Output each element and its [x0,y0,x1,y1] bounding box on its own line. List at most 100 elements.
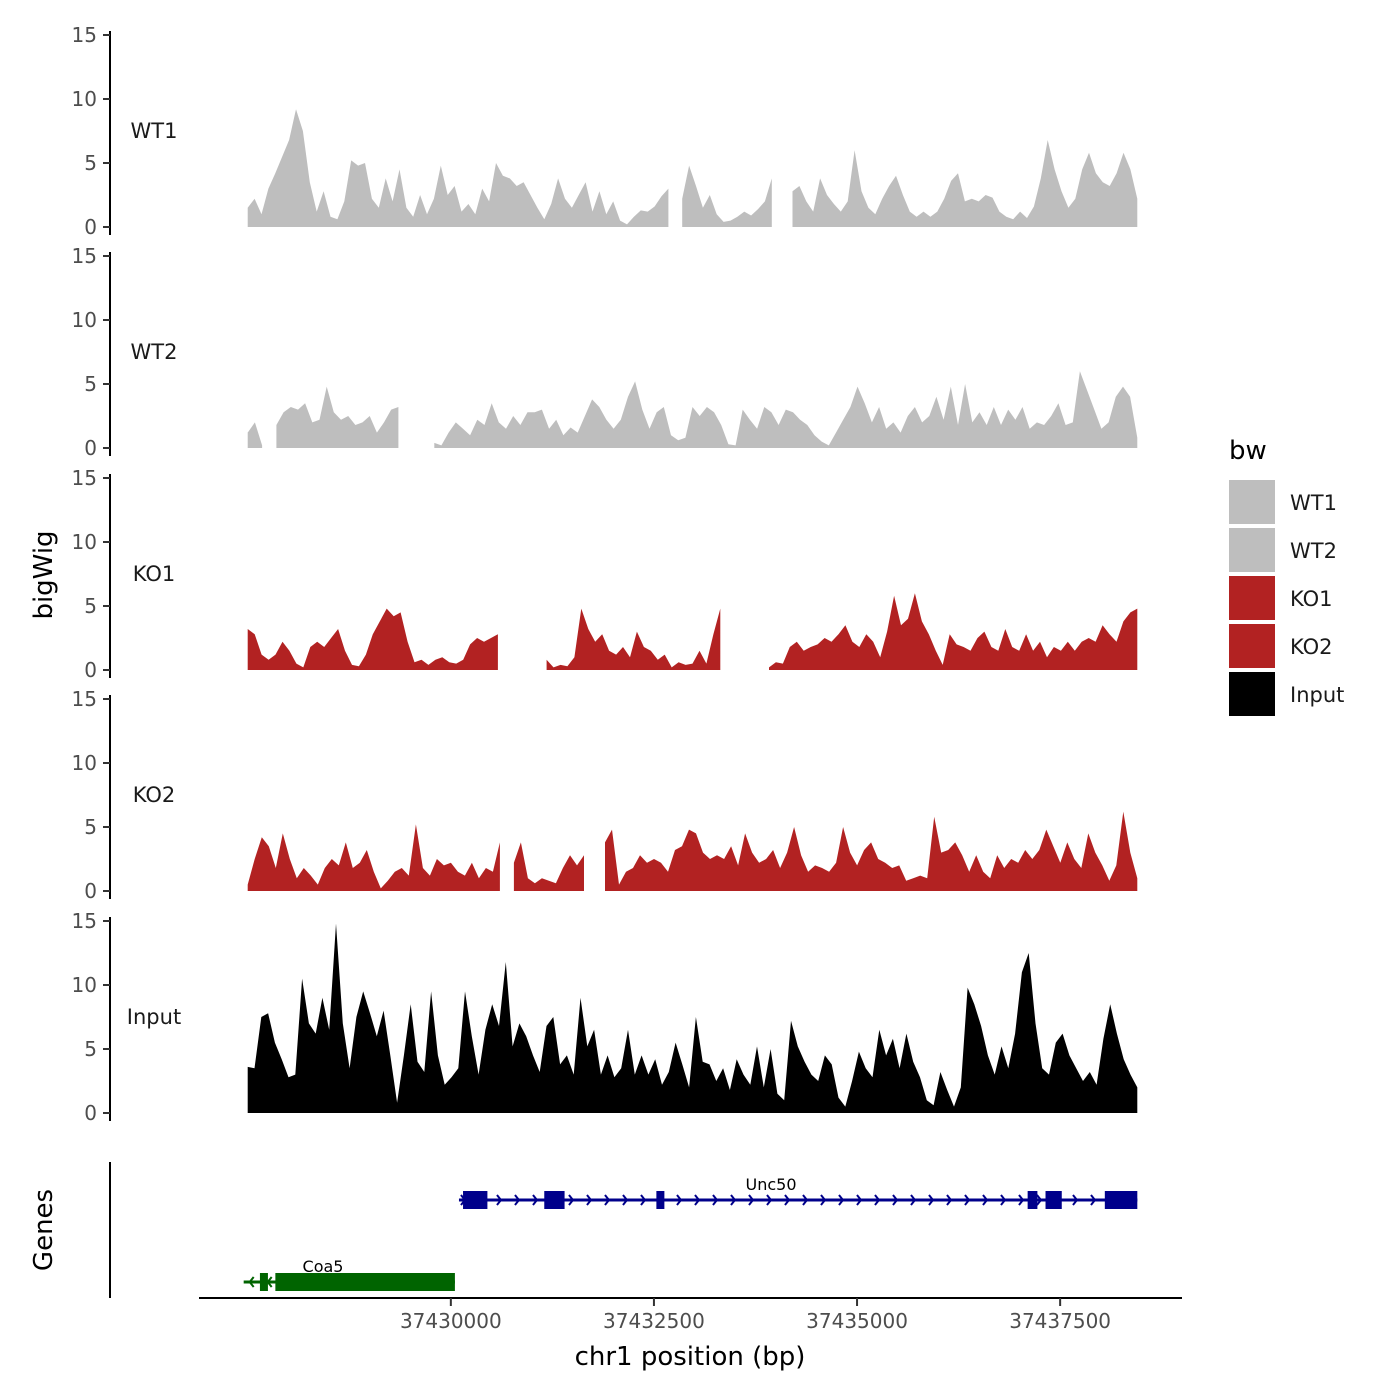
strand-chevron [496,1194,503,1206]
exon [1045,1191,1062,1209]
track-ko1: 0 5 10 15 KO1 [72,466,1138,682]
exon [259,1273,268,1291]
y-tick-label: 15 [72,466,97,490]
strand-chevron [604,1194,611,1206]
track-label: Input [127,1005,181,1029]
y-tick-label: 15 [72,244,97,268]
y-tick-label: 15 [72,687,97,711]
gene-unc50: Unc50 [458,1175,1138,1209]
legend-key-ko1 [1229,576,1275,620]
gene-label: Unc50 [745,1175,796,1194]
strand-chevron [892,1194,899,1206]
y-tick-label: 5 [84,151,97,175]
x-tick-label: 37432500 [603,1309,705,1333]
gene-coa5: Coa5 [243,1257,455,1291]
legend-label: WT2 [1290,539,1337,563]
signal-area [605,811,1138,891]
y-tick-label: 0 [84,658,97,682]
track-input: 0 5 10 15 Input [72,909,1138,1125]
gene-track: Unc50 Coa5 [109,1162,1138,1298]
track-wt1: 0 5 10 15 WT1 [72,23,1138,239]
strand-chevron [982,1194,989,1206]
strand-chevron [766,1194,773,1206]
x-tick-label: 37430000 [400,1309,502,1333]
signal-area [434,371,1138,448]
legend-label: WT1 [1290,491,1337,515]
strand-chevron [1000,1194,1007,1206]
y-tick-label: 0 [84,436,97,460]
strand-chevron [568,1194,575,1206]
y-tick-label: 10 [72,308,97,332]
strand-chevron [802,1194,809,1206]
exon [275,1273,455,1291]
signal-area [247,923,1138,1113]
strand-chevron [964,1194,971,1206]
signal-area [247,109,669,227]
track-label: KO2 [133,783,176,807]
exon [463,1191,488,1209]
strand-chevron [874,1194,881,1206]
y-tick-label: 0 [84,879,97,903]
signal-area [247,608,498,670]
strand-chevron [1090,1194,1097,1206]
exon [544,1191,565,1209]
y-tick-label: 5 [84,372,97,396]
legend: bw WT1 WT2 KO1 KO2 Input [1229,436,1344,716]
y-tick-label: 15 [72,909,97,933]
strand-chevron [622,1194,629,1206]
track-wt2: 0 5 10 15 WT2 [72,244,1138,460]
y-tick-label: 5 [84,815,97,839]
y-tick-label: 5 [84,594,97,618]
legend-key-input [1229,672,1275,716]
legend-label: KO2 [1290,635,1333,659]
strand-chevron [928,1194,935,1206]
exon [1104,1191,1138,1209]
y-axis-title: bigWig [29,530,59,619]
strand-chevron [1072,1194,1079,1206]
exon [1027,1191,1038,1209]
strand-chevron [838,1194,845,1206]
x-tick-label: 37437500 [1009,1309,1111,1333]
strand-chevron [784,1194,791,1206]
gene-label: Coa5 [303,1257,344,1276]
strand-chevron [946,1194,953,1206]
legend-key-wt2 [1229,528,1275,572]
legend-key-ko2 [1229,624,1275,668]
y-tick-label: 10 [72,973,97,997]
strand-chevron [1036,1194,1043,1206]
legend-label: Input [1290,683,1344,707]
strand-chevron [712,1194,719,1206]
legend-title: bw [1229,436,1267,466]
signal-area [769,593,1138,670]
strand-chevron [748,1194,755,1206]
strand-chevron [514,1194,521,1206]
legend-label: KO1 [1290,587,1333,611]
signal-area [247,824,500,891]
y-tick-label: 5 [84,1037,97,1061]
track-label: KO1 [133,562,176,586]
strand-chevron [856,1194,863,1206]
strand-chevron [676,1194,683,1206]
x-tick-label: 37435000 [806,1309,908,1333]
y-tick-label: 10 [72,751,97,775]
signal-tracks: 0 5 10 15 WT1 0 5 10 15 WT2 0 5 10 15 KO1 0 5 10 15 KO2 0 5 10… [72,23,1138,1125]
y-tick-label: 15 [72,23,97,47]
y-tick-label: 0 [84,1101,97,1125]
strand-chevron [694,1194,701,1206]
signal-area [682,165,772,227]
signal-area [247,422,263,448]
strand-chevron [820,1194,827,1206]
track-label: WT2 [131,340,178,364]
strand-chevron [532,1194,539,1206]
genes-axis-title: Genes [29,1189,59,1271]
x-axis-title: chr1 position (bp) [575,1342,806,1372]
strand-chevron [730,1194,737,1206]
strand-chevron [910,1194,917,1206]
strand-chevron [248,1276,255,1288]
signal-area [792,140,1138,227]
track-ko2: 0 5 10 15 KO2 [72,687,1138,903]
signal-area [276,386,399,448]
signal-area [513,842,584,891]
y-tick-label: 10 [72,87,97,111]
